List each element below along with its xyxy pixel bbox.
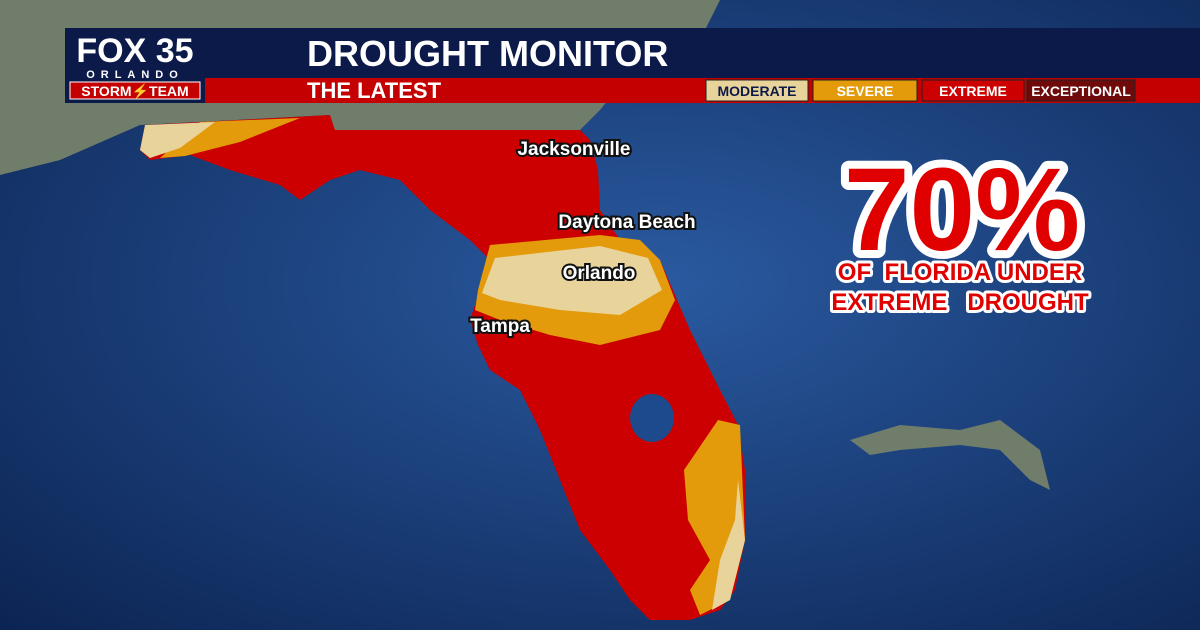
- legend-label: EXTREME: [939, 83, 1007, 99]
- moderate-area: [712, 480, 745, 610]
- logo-city: ORLANDO: [86, 69, 184, 81]
- legend-swatch: [1026, 79, 1136, 102]
- lake-okeechobee: [630, 394, 674, 442]
- legend: MODERATE SEVERE EXTREME EXCEPTIONAL: [705, 79, 1136, 102]
- legend-label: EXCEPTIONAL: [1031, 83, 1131, 99]
- florida-map: [140, 115, 745, 620]
- stat-line: EXTREME DROUGHT: [831, 289, 1089, 316]
- stat-line: OF FLORIDA UNDER: [838, 259, 1082, 286]
- logo-team: STORM⚡TEAM: [81, 83, 188, 100]
- city-label: Orlando: [563, 263, 636, 284]
- logo-brand: FOX 35: [76, 32, 193, 70]
- moderate-area: [482, 246, 662, 315]
- stat-value: 70%: [844, 144, 1080, 276]
- legend-swatch: [921, 79, 1025, 102]
- moderate-area: [140, 122, 215, 158]
- city-label: Tampa: [470, 316, 530, 337]
- legend-swatch: [812, 79, 918, 102]
- logo-team-box: [69, 81, 201, 100]
- city-label: Jacksonville: [517, 139, 630, 160]
- title-bar: [65, 28, 1200, 78]
- subtitle: THE LATEST: [307, 78, 442, 103]
- legend-label: SEVERE: [837, 83, 894, 99]
- city-label: Daytona Beach: [558, 212, 695, 233]
- title: DROUGHT MONITOR: [307, 33, 668, 74]
- bahamas: [850, 420, 1050, 490]
- legend-label: MODERATE: [717, 83, 796, 99]
- legend-swatch: [705, 79, 809, 102]
